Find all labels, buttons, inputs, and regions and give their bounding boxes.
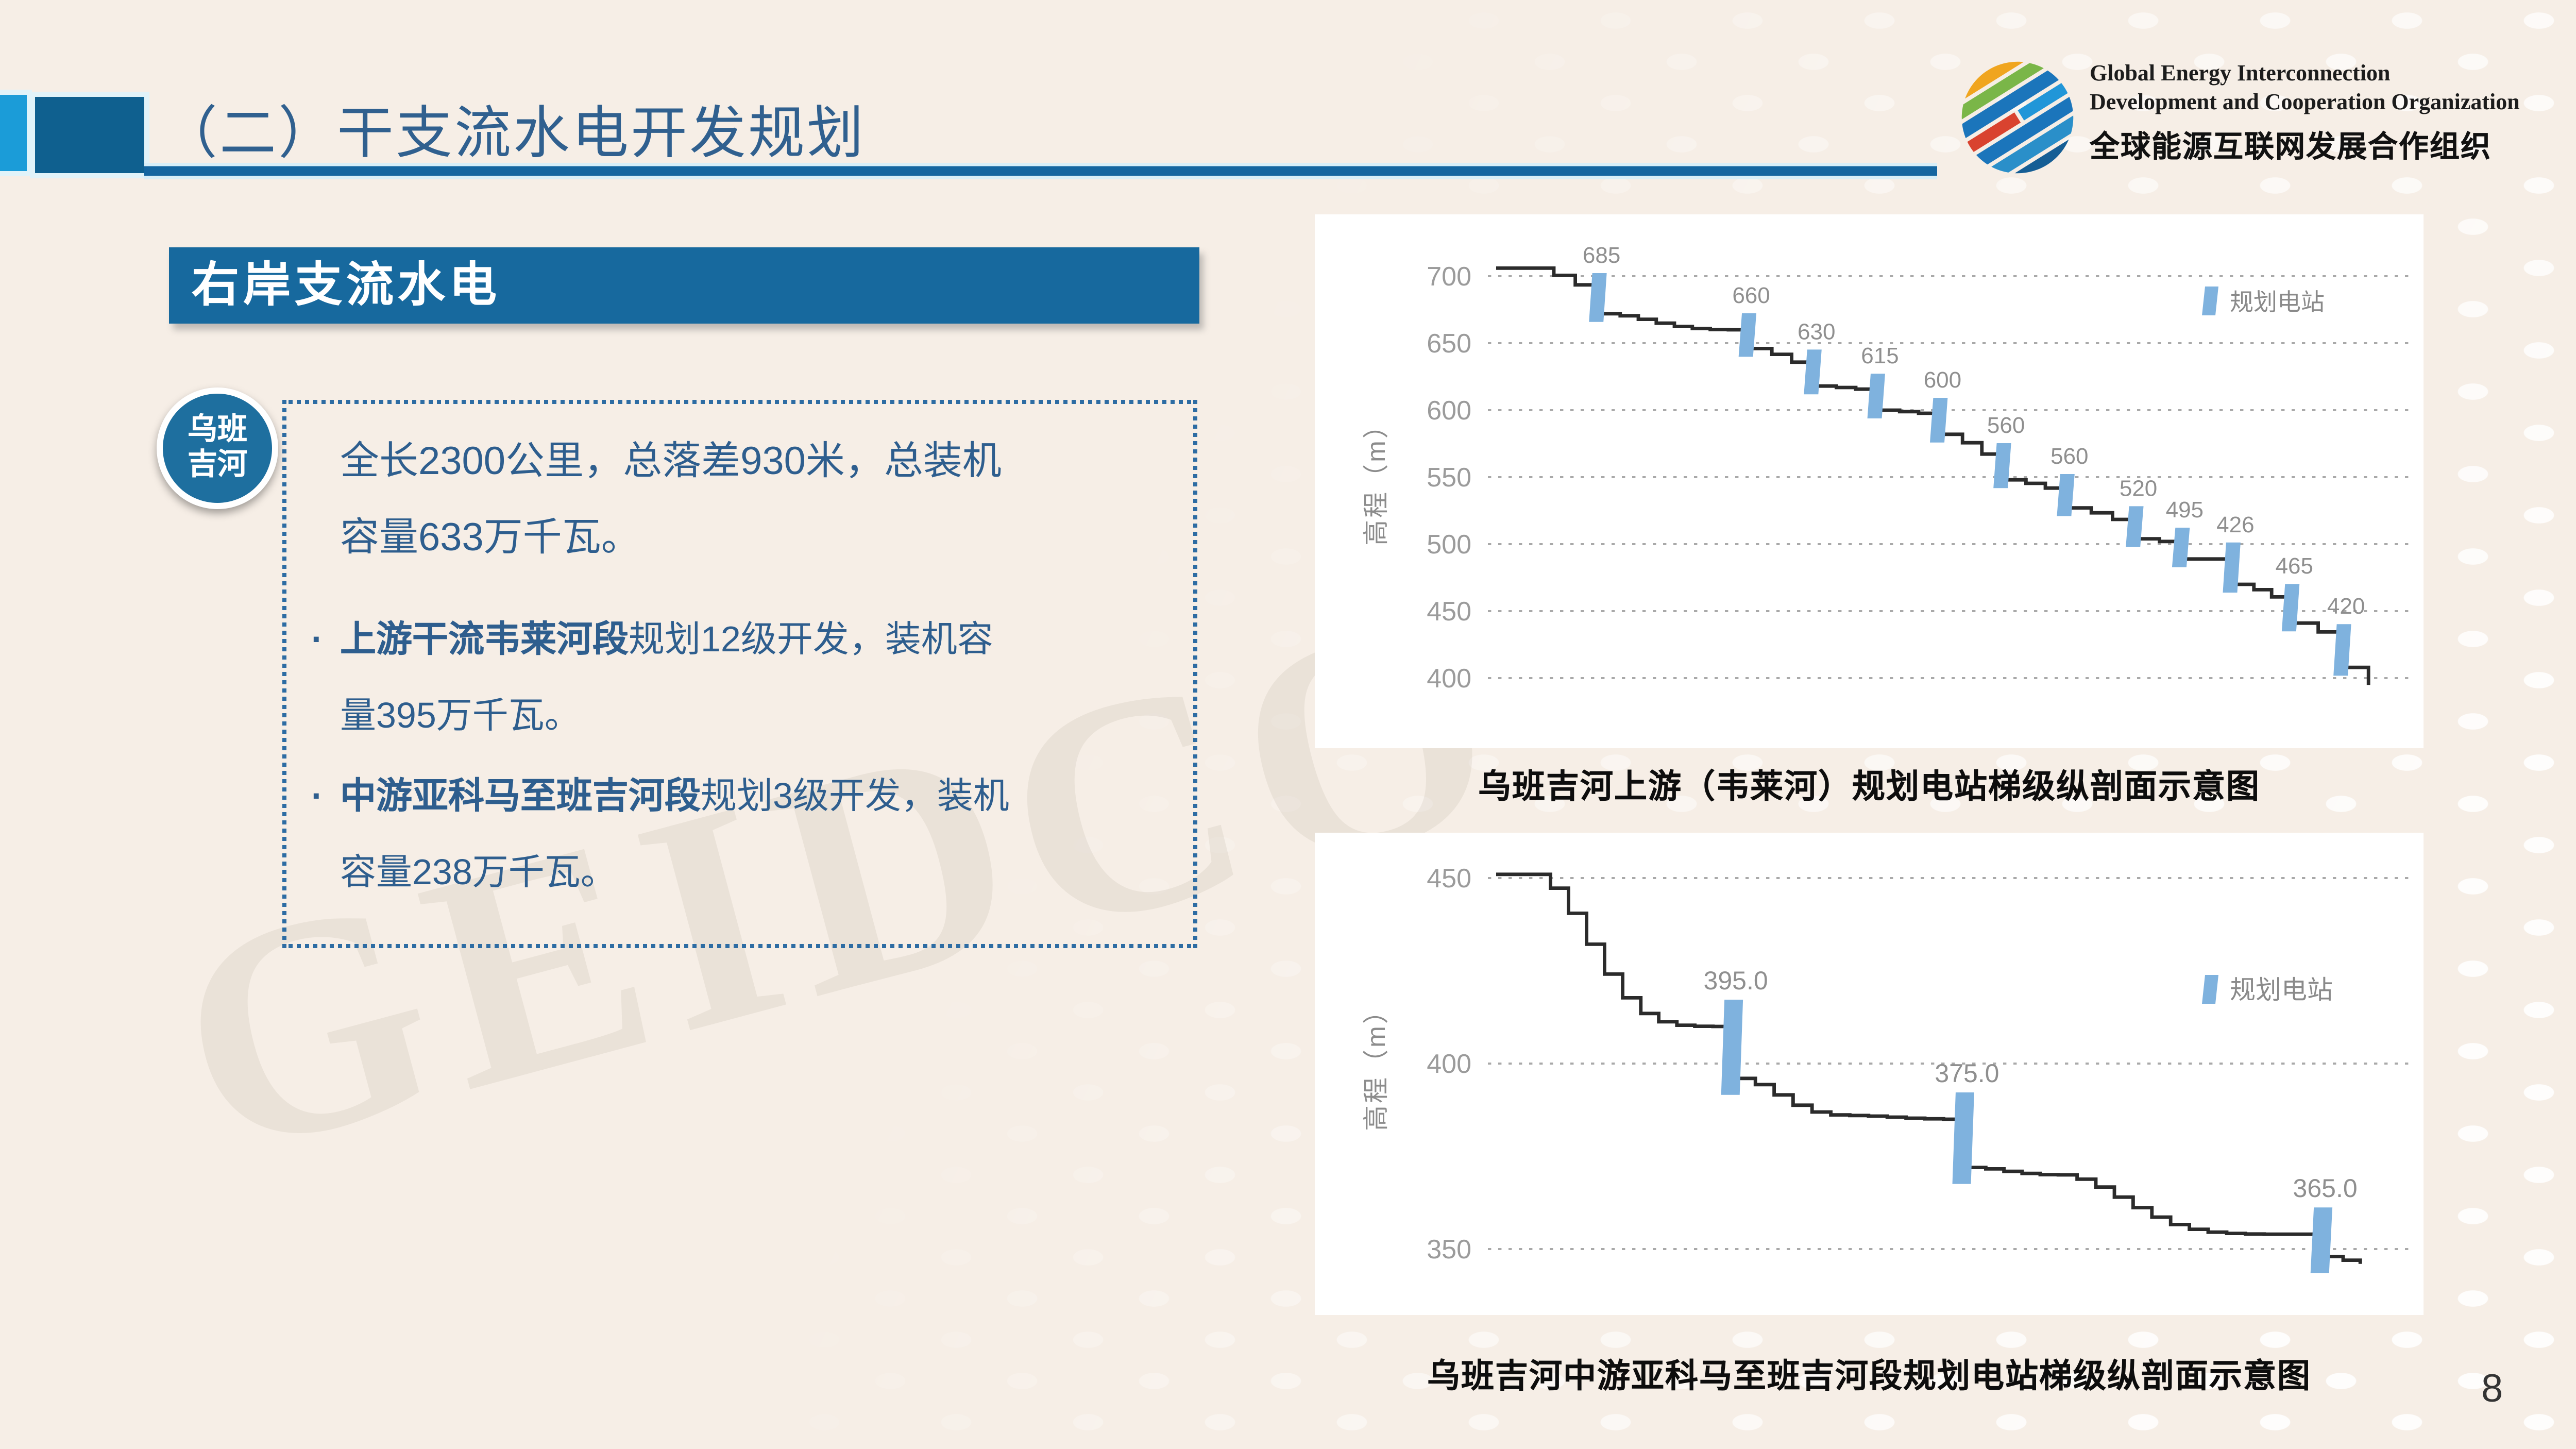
station-marker	[2172, 528, 2190, 567]
bullet-bold-segment: 中游亚科马至班吉河段	[340, 775, 701, 816]
org-name: Global Energy Interconnection Developmen…	[2090, 62, 2576, 167]
river-badge: 乌班 吉河	[157, 387, 278, 509]
station-marker	[2310, 1207, 2333, 1273]
bullet-list: 上游干流韦莱河段规划12级开发，装机容量395万千瓦。 中游亚科马至班吉河段规划…	[286, 602, 1193, 911]
globe-logo-icon	[1958, 58, 2077, 177]
upper-profile-chart-svg: 700 650 600 550 500 450 400 高程（m） 685 660 630 615 60…	[1362, 243, 2415, 694]
station-elevation-label: 630	[1798, 319, 1835, 344]
y-tick-label: 400	[1427, 1049, 1471, 1079]
station-elevation-label: 365.0	[2293, 1174, 2358, 1203]
station-elevation-label: 560	[2050, 444, 2088, 469]
lower-chart-caption: 乌班吉河中游亚科马至班吉河段规划电站梯级纵剖面示意图	[1427, 1360, 2311, 1395]
station-marker	[1952, 1092, 1974, 1184]
station-marker	[1804, 349, 1822, 395]
station-marker	[1930, 398, 1948, 443]
lower-profile-chart: 450 400 350 高程（m） 395.0 375.0 365.0 规划电站	[1315, 833, 2424, 1315]
station-elevation-label: 375.0	[1935, 1059, 1999, 1088]
river-badge-line2: 吉河	[188, 448, 247, 481]
y-tick-label: 450	[1427, 864, 1471, 894]
station-elevation-label: 685	[1583, 243, 1620, 268]
river-profile-line	[1496, 872, 2362, 1264]
y-tick-label: 450	[1427, 597, 1471, 627]
y-tick-label: 650	[1427, 329, 1471, 359]
station-marker	[1589, 273, 1607, 322]
y-axis-title: 高程（m）	[1362, 996, 1391, 1131]
station-elevation-label: 600	[1924, 367, 1961, 393]
station-elevation-label: 395.0	[1704, 966, 1768, 995]
info-box: 全长2300公里，总落差930米，总装机容量633万千瓦。 上游干流韦莱河段规划…	[282, 400, 1197, 948]
upper-profile-chart: 700 650 600 550 500 450 400 高程（m） 685 660 630 615 60…	[1315, 214, 2424, 748]
legend-station-marker	[2202, 975, 2218, 1004]
station-elevation-label: 520	[2120, 476, 2157, 501]
org-name-cn: 全球能源互联网发展合作组织	[2090, 132, 2492, 165]
legend-label: 规划电站	[2230, 975, 2333, 1004]
page-title: （二）干支流水电开发规划	[161, 101, 866, 165]
lower-profile-chart-svg: 450 400 350 高程（m） 395.0 375.0 365.0 规划电站	[1362, 864, 2415, 1273]
list-item: 中游亚科马至班吉河段规划3级开发，装机容量238万千瓦。	[311, 759, 1012, 911]
y-tick-label: 500	[1427, 530, 1471, 560]
station-marker	[1721, 1000, 1743, 1095]
intro-text: 全长2300公里，总落差930米，总装机容量633万千瓦。	[340, 441, 1002, 561]
bullet-rest-segment: 规划12级开发，装机容量395万千瓦。	[340, 618, 993, 736]
station-elevation-label: 560	[1987, 413, 2025, 438]
title-underline	[144, 163, 1937, 179]
y-tick-label: 550	[1427, 463, 1471, 493]
station-elevation-label: 615	[1861, 343, 1899, 368]
station-marker	[2223, 542, 2241, 593]
y-tick-label: 600	[1427, 396, 1471, 426]
station-marker	[1993, 443, 2011, 488]
section-header: 右岸支流水电	[169, 247, 1199, 324]
station-marker	[1738, 313, 1757, 357]
station-marker	[2057, 474, 2075, 516]
bullet-rest-segment: 规划3级开发，装机容量238万千瓦。	[340, 775, 1009, 892]
legend-station-marker	[2202, 287, 2218, 315]
org-name-en-line2: Development and Cooperation Organization	[2090, 90, 2520, 114]
station-elevation-label: 660	[1732, 283, 1770, 308]
upper-chart-caption: 乌班吉河上游（韦莱河）规划电站梯级纵剖面示意图	[1478, 771, 2260, 806]
deco-square-light	[0, 95, 27, 171]
y-tick-label: 700	[1427, 262, 1471, 292]
station-marker	[1867, 374, 1885, 418]
y-tick-label: 400	[1427, 664, 1471, 694]
y-tick-label: 350	[1427, 1235, 1471, 1265]
station-marker	[2333, 624, 2351, 676]
station-elevation-label: 420	[2327, 594, 2365, 619]
station-elevation-label: 426	[2216, 512, 2254, 537]
deco-square-dark	[35, 97, 144, 173]
river-badge-line1: 乌班	[188, 414, 247, 447]
bullet-bold-segment: 上游干流韦莱河段	[340, 618, 629, 660]
station-marker	[2126, 506, 2144, 547]
station-elevation-label: 465	[2276, 553, 2313, 579]
org-name-en-line1: Global Energy Interconnection	[2090, 62, 2391, 87]
station-elevation-label: 495	[2166, 497, 2204, 523]
page-number: 8	[2481, 1369, 2503, 1412]
y-axis-title: 高程（m）	[1362, 411, 1391, 546]
station-marker	[2281, 584, 2300, 632]
legend-label: 规划电站	[2230, 289, 2325, 315]
list-item: 上游干流韦莱河段规划12级开发，装机容量395万千瓦。	[311, 602, 1012, 754]
